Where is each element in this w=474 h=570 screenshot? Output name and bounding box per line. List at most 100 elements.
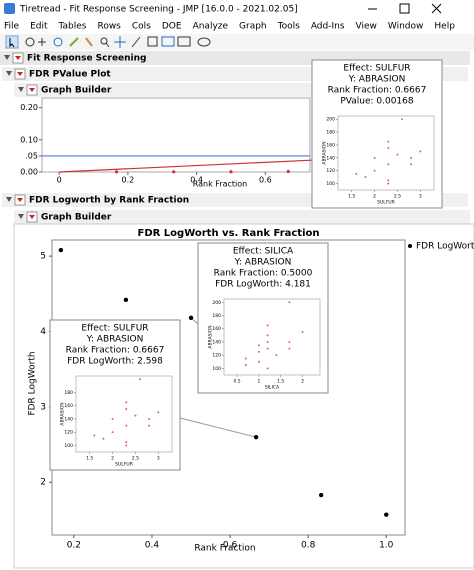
mini-point — [257, 344, 260, 347]
x-tick-label: 1.0 — [379, 541, 394, 551]
mini-x-tick-label: 3 — [157, 456, 160, 462]
mini-point — [387, 147, 390, 150]
red-triangle — [29, 215, 35, 219]
menu-item[interactable]: Edit — [30, 22, 48, 32]
mini-point — [244, 364, 247, 367]
tooltip-line: Effect: SILICA — [233, 247, 294, 257]
disclosure-icon[interactable] — [6, 197, 12, 202]
mini-y-tick-label: 100 — [212, 366, 221, 372]
point — [384, 512, 389, 517]
outline-title: Graph Builder — [41, 86, 112, 96]
mini-x-tick-label: 1.5 — [86, 456, 93, 462]
mini-point — [266, 334, 269, 337]
point — [58, 247, 64, 253]
menu-item[interactable]: Rows — [97, 22, 121, 32]
close-button[interactable] — [431, 3, 442, 14]
mini-point — [111, 417, 114, 420]
mini-point — [387, 163, 390, 166]
mini-x-label: SULFUR — [377, 200, 395, 206]
y-tick-label: .05 — [25, 151, 38, 160]
legend-marker — [408, 244, 412, 248]
mini-point — [93, 434, 96, 437]
y-tick-label: 4 — [40, 327, 46, 337]
mini-y-tick-label: 140 — [212, 339, 221, 345]
plot-frame — [41, 97, 311, 173]
menu-item[interactable]: Graph — [239, 22, 267, 32]
mini-x-label: SULFUR — [115, 462, 133, 468]
mini-point — [401, 118, 403, 121]
mini-point — [257, 360, 260, 363]
mini-x-tick-label: 1.5 — [277, 379, 284, 385]
point — [253, 434, 259, 440]
chart-title: FDR LogWorth vs. Rank Fraction — [137, 228, 319, 239]
x-tick-label: 0 — [57, 176, 62, 185]
mini-x-tick-label: 2 — [373, 194, 376, 200]
mini-point — [125, 401, 128, 404]
mini-point — [373, 169, 376, 172]
menu-item[interactable]: Window — [388, 22, 424, 32]
x-axis-label: Rank Fraction — [193, 180, 247, 189]
outline-title: FDR PValue Plot — [29, 70, 111, 80]
mini-point — [373, 156, 376, 159]
disclosure-icon[interactable] — [4, 55, 10, 60]
mini-x-tick-label: 1 — [257, 379, 260, 385]
menu-item[interactable]: Analyze — [193, 22, 229, 32]
mini-point — [125, 408, 128, 411]
mini-point — [288, 301, 291, 304]
menu-item[interactable]: Cols — [132, 22, 151, 32]
red-triangle — [29, 88, 35, 92]
mini-point — [244, 357, 247, 360]
x-tick-label: 0.4 — [190, 176, 203, 185]
mini-y-tick-label: 200 — [326, 117, 335, 123]
app-icon — [4, 3, 15, 14]
mini-point — [387, 179, 390, 182]
mini-y-tick-label: 200 — [212, 300, 221, 306]
point — [188, 315, 194, 321]
menu-item[interactable]: Add-Ins — [311, 22, 345, 32]
mini-point — [139, 378, 141, 381]
menu-item[interactable]: DOE — [162, 22, 182, 32]
mini-y-tick-label: 120 — [212, 353, 221, 359]
y-tick-label: 5 — [40, 252, 46, 262]
x-axis-label: Rank Fraction — [194, 544, 255, 554]
mini-y-label: ABRASION — [322, 141, 328, 164]
tooltip-line: Rank Fraction: 0.5000 — [214, 269, 313, 279]
x-tick-label: 0.6 — [223, 541, 238, 551]
mini-x-tick-label: 2.5 — [132, 456, 139, 462]
mini-y-tick-label: 140 — [326, 155, 335, 161]
mini-point — [111, 431, 114, 434]
mini-plot-frame — [337, 115, 435, 191]
y-tick-label: 0.00 — [20, 168, 38, 177]
tooltip-line: Rank Fraction: 0.6667 — [66, 346, 165, 356]
maximize-button[interactable] — [399, 3, 410, 14]
mini-point — [364, 176, 367, 179]
outline-bar — [14, 83, 314, 97]
disclosure-icon[interactable] — [18, 214, 24, 219]
menu-item[interactable]: Tools — [277, 22, 300, 32]
disclosure-icon[interactable] — [18, 87, 24, 92]
mini-point — [419, 150, 422, 153]
window-title: Tiretread - Fit Response Screening - JMP… — [19, 5, 298, 15]
mini-point — [275, 354, 278, 357]
menu-item[interactable]: Tables — [58, 22, 87, 32]
mini-point — [266, 367, 269, 370]
point — [114, 170, 119, 174]
x-tick-label: 0.2 — [122, 176, 135, 185]
y-tick-label: 0.20 — [20, 103, 38, 112]
reference-line — [59, 159, 317, 173]
menu-item[interactable]: Help — [434, 22, 455, 32]
mini-y-label: ABRASION — [208, 325, 214, 348]
tooltip-line: Y: ABRASION — [234, 258, 292, 268]
disclosure-icon[interactable] — [6, 71, 12, 76]
menu-item[interactable]: View — [356, 22, 377, 32]
mini-plot-frame — [223, 298, 321, 376]
outline-title: Graph Builder — [41, 213, 112, 223]
mini-x-tick-label: 2 — [111, 456, 114, 462]
menu-item[interactable]: File — [4, 22, 20, 32]
outline-bar — [14, 210, 470, 224]
mini-point — [266, 340, 269, 343]
mini-point — [148, 424, 151, 427]
mini-point — [157, 411, 160, 414]
mini-x-tick-label: 3 — [419, 194, 422, 200]
